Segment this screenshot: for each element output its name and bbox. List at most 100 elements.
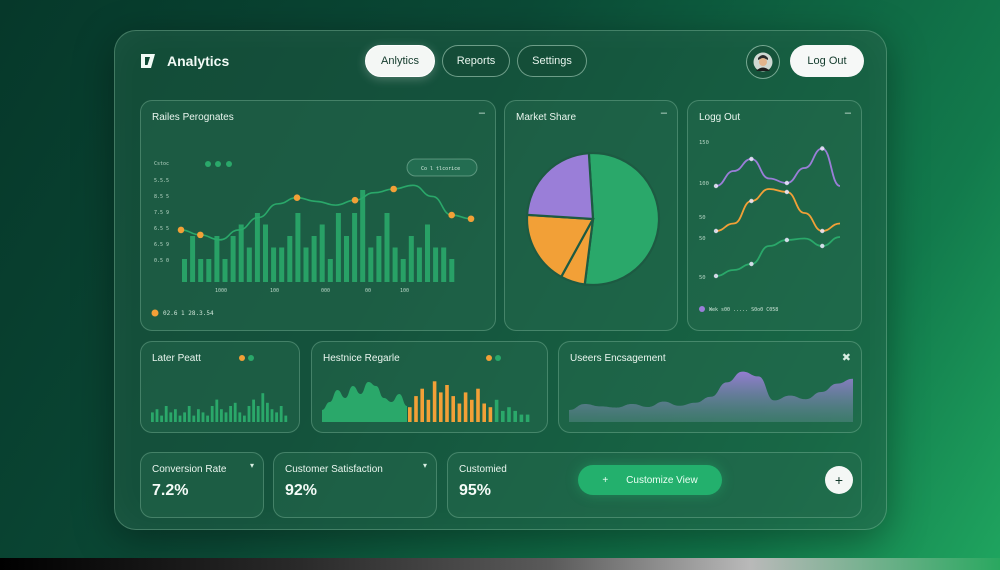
bar: [295, 213, 301, 282]
bar: [482, 403, 486, 422]
legend-dot: [248, 355, 254, 361]
bar: [182, 259, 187, 282]
bar: [303, 247, 309, 282]
footer-dot: [151, 309, 159, 317]
bar: [214, 236, 220, 282]
caret-down-icon[interactable]: ▾: [422, 461, 427, 470]
data-point: [351, 196, 359, 204]
x-axis-ticks: 1000 100 000 00 100: [215, 288, 409, 294]
kpi-value: 7.2%: [152, 482, 189, 499]
y-tick-label: 150: [699, 140, 709, 146]
kpi-card-customized[interactable]: Customied 95% + Customize View +: [447, 452, 862, 518]
y-tick-label: 6.5 9: [154, 242, 169, 248]
bar: [408, 407, 412, 422]
bar: [368, 247, 374, 282]
bar: [190, 236, 196, 282]
data-point: [390, 185, 397, 193]
y-axis-ticks: 150 100 50 50 50: [699, 140, 709, 281]
minus-icon[interactable]: –: [660, 107, 667, 119]
x-tick-label: 1000: [215, 288, 227, 294]
x-tick-label: 100: [400, 288, 409, 294]
kpi-label: Customied: [459, 464, 507, 475]
footer-label: 02.6 1 28.3.54: [163, 310, 214, 317]
bar: [352, 213, 358, 282]
kpi-value: 92%: [285, 482, 318, 499]
bar: [222, 259, 228, 282]
chart-options-button[interactable]: [406, 158, 478, 177]
nav-tab-settings[interactable]: Settings: [517, 45, 587, 77]
series-line: [715, 147, 841, 187]
legend-label: Cstoc: [154, 161, 169, 167]
bar: [160, 415, 163, 422]
data-point: [784, 180, 790, 186]
bar: [494, 399, 499, 422]
bar: [155, 409, 159, 422]
customize-view-label: Customize View: [626, 474, 698, 486]
bar: [206, 415, 209, 422]
bar: [439, 392, 443, 422]
bar: [319, 224, 325, 282]
bar: [252, 399, 255, 422]
kpi-card-conversion[interactable]: Conversion Rate ▾ 7.2%: [140, 452, 264, 518]
bar: [220, 409, 223, 422]
legend-dot: [226, 161, 232, 167]
legend-dot: [486, 355, 492, 361]
data-point: [177, 226, 185, 234]
bar: [233, 402, 237, 422]
bar: [198, 259, 204, 282]
bottom-bar: [0, 558, 1000, 570]
bar: [344, 236, 349, 282]
bar: [206, 259, 212, 282]
bar: [254, 213, 260, 282]
bar: [261, 393, 265, 422]
nav-tab-analytics[interactable]: Anlytics: [365, 45, 435, 77]
bar: [451, 396, 455, 422]
y-tick-label: 7.5 9: [154, 210, 169, 216]
bar: [376, 236, 382, 282]
bar-series: [182, 190, 455, 282]
bar: [201, 412, 205, 422]
data-point: [448, 211, 455, 219]
bar: [178, 415, 182, 422]
market-share-panel: Market Share –: [504, 100, 678, 331]
y-tick-label: 8.5 5: [154, 194, 169, 200]
legend-dot: [215, 161, 221, 167]
customize-view-button[interactable]: + Customize View: [578, 465, 722, 495]
caret-down-icon[interactable]: ▾: [249, 461, 254, 470]
bar: [263, 224, 268, 282]
bar: [445, 385, 449, 422]
app-logo[interactable]: Analytics: [139, 52, 229, 70]
kpi-label: Customer Satisfaction: [285, 464, 383, 475]
sales-panel-title: Railes Perognates: [152, 112, 234, 123]
nav-tab-reports[interactable]: Reports: [442, 45, 510, 77]
legend-dot: [205, 161, 211, 167]
area-fill: [569, 371, 853, 422]
logg-legend-label: Wek s00 ..... S0o0 C058: [709, 307, 778, 313]
bar: [284, 415, 288, 422]
bar: [433, 247, 439, 282]
minus-icon[interactable]: –: [478, 107, 485, 119]
bar: [507, 407, 511, 422]
bar: [519, 414, 524, 422]
logout-button[interactable]: Log Out: [790, 45, 864, 77]
bar: [183, 412, 186, 422]
data-point: [784, 237, 790, 243]
data-point: [820, 228, 825, 234]
y-tick-label: 0.5 0: [154, 258, 169, 264]
data-point: [749, 261, 754, 267]
engagement-chart: [569, 371, 853, 422]
later-panel-title: Later Peatt: [152, 353, 201, 364]
add-widget-button[interactable]: +: [825, 466, 853, 494]
minus-icon[interactable]: –: [844, 107, 851, 119]
data-point: [784, 189, 790, 195]
bar: [525, 414, 530, 422]
kpi-card-satisfaction[interactable]: Customer Satisfaction ▾ 92%: [273, 452, 437, 518]
user-avatar[interactable]: [746, 45, 780, 79]
bar: [279, 406, 283, 422]
collapse-icon[interactable]: ✖: [841, 352, 851, 364]
bar: [224, 412, 228, 422]
data-point: [713, 183, 719, 189]
bar: [238, 412, 242, 422]
bar: [470, 399, 474, 422]
area-series: [322, 382, 407, 422]
